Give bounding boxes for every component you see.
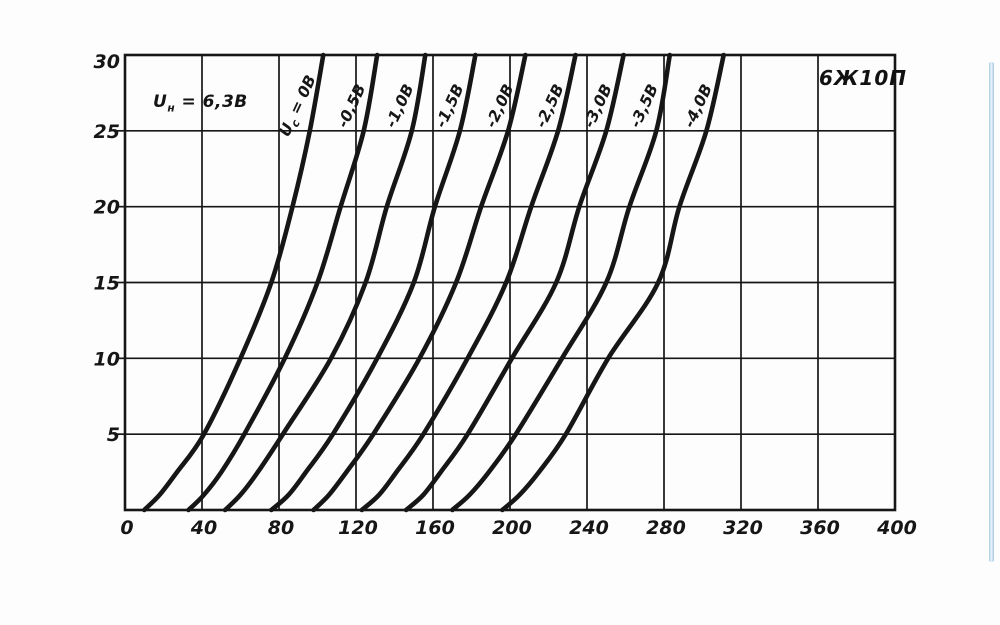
characteristic-curve-8	[500, 52, 726, 513]
heater-value: = 6,3В	[175, 92, 248, 112]
scrollbar-track[interactable]	[989, 62, 994, 562]
characteristic-curve-2	[222, 52, 428, 513]
plot-border	[123, 53, 897, 512]
x-tick-label: 80	[268, 517, 294, 539]
characteristic-curve-0	[142, 52, 326, 513]
x-tick-label: 40	[190, 517, 217, 539]
characteristic-curve-5	[359, 52, 578, 513]
y-tick-label: 20	[94, 197, 120, 219]
y-tick-label: 25	[94, 121, 120, 143]
characteristic-curve-3	[269, 52, 478, 513]
characteristic-curve-7	[450, 52, 673, 513]
x-tick-label: 360	[800, 517, 840, 539]
y-tick-label: 5	[107, 424, 120, 446]
heater-subscript: н	[167, 102, 176, 115]
x-tick-label: 400	[876, 517, 917, 539]
tube-type-label: 6Ж10П	[819, 66, 907, 90]
characteristic-curve-1	[186, 52, 380, 513]
curve-label-0: Uс = 0В	[276, 72, 323, 140]
x-tick-label: 0	[120, 517, 133, 539]
x-tick-label: 160	[415, 517, 455, 539]
x-tick-label: 120	[338, 517, 378, 539]
y-tick-label: 15	[94, 273, 120, 295]
x-tick-label: 240	[569, 517, 609, 539]
x-tick-label: 280	[646, 517, 686, 539]
y-tick-label: 10	[94, 348, 120, 370]
characteristic-curve-6	[403, 52, 626, 513]
y-tick-label: 30	[94, 51, 120, 73]
x-tick-label: 200	[492, 517, 532, 539]
heater-symbol: U	[153, 92, 168, 112]
characteristic-curve-4	[311, 52, 528, 513]
heater-voltage-label: Uн = 6,3В	[153, 92, 248, 114]
x-tick-label: 320	[723, 517, 763, 539]
